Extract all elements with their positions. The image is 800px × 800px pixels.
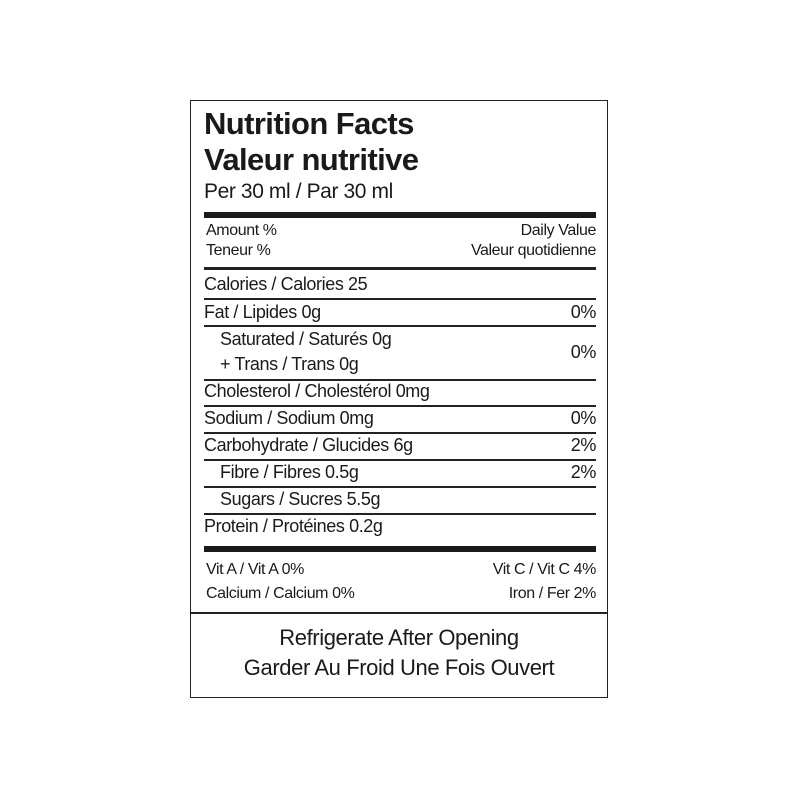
storage-note-en: Refrigerate After Opening <box>279 625 519 650</box>
row-saturated-dv: 0% <box>570 342 597 362</box>
row-fat: Fat / Lipides 0g <box>204 302 321 322</box>
title-en: Nutrition Facts <box>204 106 414 141</box>
rule <box>204 513 596 515</box>
rule <box>204 405 596 407</box>
panel-divider <box>190 612 608 614</box>
thick-rule <box>204 546 596 552</box>
row-sodium-dv: 0% <box>570 408 597 428</box>
calcium: Calcium / Calcium 0% <box>206 585 355 602</box>
iron: Iron / Fer 2% <box>508 585 597 602</box>
thick-rule <box>204 212 596 218</box>
valeur-quotidienne-label: Valeur quotidienne <box>470 242 596 259</box>
row-saturated: Saturated / Saturés 0g <box>220 329 392 349</box>
title-fr: Valeur nutritive <box>204 142 419 177</box>
rule <box>204 298 596 300</box>
row-fibre-dv: 2% <box>570 462 597 482</box>
row-carbohydrate: Carbohydrate / Glucides 6g <box>204 435 413 455</box>
nutrition-facts-panel <box>190 100 608 698</box>
storage-note-fr: Garder Au Froid Une Fois Ouvert <box>243 655 555 680</box>
amount-label: Amount % <box>206 222 277 239</box>
row-cholesterol: Cholesterol / Cholestérol 0mg <box>204 381 430 401</box>
row-trans: + Trans / Trans 0g <box>220 354 359 374</box>
vit-a: Vit A / Vit A 0% <box>206 561 304 578</box>
row-fat-dv: 0% <box>570 302 597 322</box>
rule <box>204 486 596 488</box>
serving-size: Per 30 ml / Par 30 ml <box>204 180 393 203</box>
row-carbohydrate-dv: 2% <box>570 435 597 455</box>
rule <box>204 379 596 381</box>
rule <box>204 459 596 461</box>
daily-value-label: Daily Value <box>520 222 597 239</box>
row-fibre: Fibre / Fibres 0.5g <box>220 462 359 482</box>
row-protein: Protein / Protéines 0.2g <box>204 516 383 536</box>
vit-c: Vit C / Vit C 4% <box>492 561 597 578</box>
row-sodium: Sodium / Sodium 0mg <box>204 408 374 428</box>
row-calories: Calories / Calories 25 <box>204 274 368 294</box>
teneur-label: Teneur % <box>206 242 271 259</box>
rule <box>204 267 596 270</box>
row-sugars: Sugars / Sucres 5.5g <box>220 489 381 509</box>
rule <box>204 325 596 327</box>
rule <box>204 432 596 434</box>
